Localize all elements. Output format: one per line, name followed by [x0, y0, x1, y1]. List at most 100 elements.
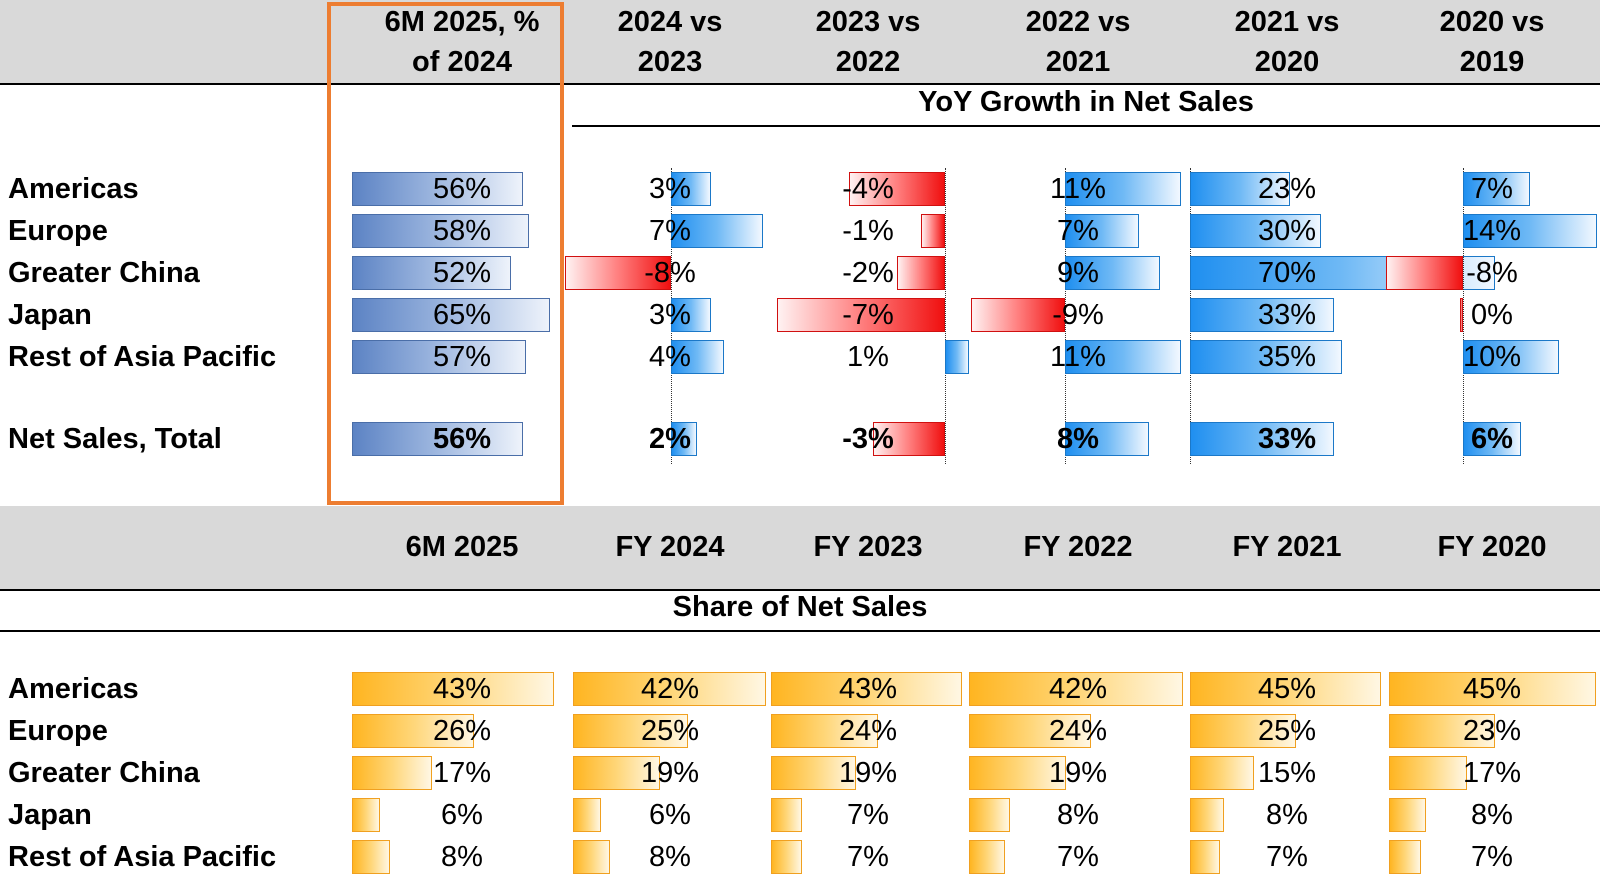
- share-bar-6m-2025-americas: [352, 672, 555, 706]
- share-label-fy-2023-americas: 43%: [838, 673, 898, 705]
- share-label-fy-2022-americas: 42%: [1048, 673, 1108, 705]
- label-2021-vs-2020-rest-of-asia-pacific: 35%: [1257, 341, 1317, 373]
- label-2024-vs-2023-net-sales-total: 2%: [649, 423, 691, 455]
- row-label-net-sales-total: Net Sales, Total: [8, 423, 222, 455]
- label-2020-vs-2019-greater-china: -8%: [1466, 257, 1518, 289]
- share-bar-fy-2021-americas: [1190, 672, 1382, 706]
- share-bar-fy-2024-americas: [573, 672, 767, 706]
- share-label-fy-2023-europe: 24%: [838, 715, 898, 747]
- label-2024-vs-2023-japan: 3%: [649, 299, 691, 331]
- label-2023-vs-2022-japan: -7%: [842, 299, 894, 331]
- bar-2023-vs-2022-europe: [921, 214, 945, 248]
- bottom-header-rule: [0, 589, 1600, 591]
- label-2023-vs-2022-net-sales-total: -3%: [842, 423, 894, 455]
- label-2021-vs-2020-japan: 33%: [1257, 299, 1317, 331]
- header-2022-vs-2021: 2022 vs 2021: [1025, 6, 1131, 78]
- bar-2020-vs-2019-greater-china: [1386, 256, 1463, 290]
- share-bar-fy-2020-europe: [1389, 714, 1495, 748]
- share-section-title: Share of Net Sales: [672, 591, 928, 623]
- share-label-fy-2024-rest-of-asia-pacific: 8%: [649, 841, 691, 873]
- bar-2021-vs-2020-net-sales-total: [1190, 422, 1334, 456]
- share-bar-6m-2025-greater-china: [352, 756, 432, 790]
- bar-2024-vs-2023-greater-china: [565, 256, 671, 290]
- axis-2023-vs-2022: [945, 168, 946, 464]
- label-2020-vs-2019-net-sales-total: 6%: [1471, 423, 1513, 455]
- share-bar-6m-2025-europe: [352, 714, 475, 748]
- bar-2024-vs-2023-europe: [671, 214, 764, 248]
- share-label-fy-2021-greater-china: 15%: [1257, 757, 1317, 789]
- bar-2021-vs-2020-japan: [1190, 298, 1334, 332]
- label-2023-vs-2022-rest-of-asia-pacific: 1%: [847, 341, 889, 373]
- share-label-fy-2023-greater-china: 19%: [838, 757, 898, 789]
- share-label-fy-2022-europe: 24%: [1048, 715, 1108, 747]
- share-label-fy-2022-japan: 8%: [1057, 799, 1099, 831]
- header-6m-2025: 6M 2025: [405, 531, 519, 563]
- label-2024-vs-2023-europe: 7%: [649, 215, 691, 247]
- share-row-label-japan: Japan: [8, 799, 92, 831]
- bar-6m-2025-of-2024-net-sales-total: [352, 422, 523, 456]
- share-bar-6m-2025-rest-of-asia-pacific: [352, 840, 390, 874]
- bar-2023-vs-2022-americas: [849, 172, 945, 206]
- share-label-6m-2025-greater-china: 17%: [432, 757, 492, 789]
- share-bar-fy-2021-rest-of-asia-pacific: [1190, 840, 1220, 874]
- share-label-6m-2025-japan: 6%: [441, 799, 483, 831]
- header-2024-vs-2023: 2024 vs 2023: [617, 6, 723, 78]
- bar-2022-vs-2021-americas: [1065, 172, 1181, 206]
- bar-2020-vs-2019-net-sales-total: [1463, 422, 1521, 456]
- share-label-fy-2020-americas: 45%: [1462, 673, 1522, 705]
- share-bar-fy-2021-europe: [1190, 714, 1297, 748]
- row-label-japan: Japan: [8, 299, 92, 331]
- growth-chart: [0, 0, 1600, 500]
- label-6m-2025-of-2024-europe: 58%: [432, 215, 492, 247]
- bar-2022-vs-2021-japan: [970, 298, 1065, 332]
- share-row-label-americas: Americas: [8, 673, 139, 705]
- share-bar-fy-2020-americas: [1389, 672, 1596, 706]
- label-2024-vs-2023-greater-china: -8%: [644, 257, 696, 289]
- bar-6m-2025-of-2024-rest-of-asia-pacific: [352, 340, 526, 374]
- share-label-6m-2025-americas: 43%: [432, 673, 492, 705]
- bar-6m-2025-of-2024-greater-china: [352, 256, 511, 290]
- share-title-rule: [0, 630, 1600, 632]
- bar-2022-vs-2021-rest-of-asia-pacific: [1065, 340, 1181, 374]
- label-2023-vs-2022-americas: -4%: [842, 173, 894, 205]
- bar-2022-vs-2021-greater-china: [1065, 256, 1160, 290]
- share-bar-fy-2020-greater-china: [1389, 756, 1468, 790]
- growth-title-rule: [572, 125, 1600, 127]
- bar-2020-vs-2019-americas: [1463, 172, 1531, 206]
- share-label-fy-2023-rest-of-asia-pacific: 7%: [847, 841, 889, 873]
- share-label-fy-2023-japan: 7%: [847, 799, 889, 831]
- header-2023-vs-2022: 2023 vs 2022: [815, 6, 921, 78]
- share-label-fy-2021-japan: 8%: [1266, 799, 1308, 831]
- label-6m-2025-of-2024-rest-of-asia-pacific: 57%: [432, 341, 492, 373]
- highlight-frame-6m-2025: [327, 2, 564, 505]
- share-bar-fy-2023-rest-of-asia-pacific: [771, 840, 803, 874]
- share-label-fy-2020-japan: 8%: [1471, 799, 1513, 831]
- header-2021-vs-2020: 2021 vs 2020: [1234, 6, 1340, 78]
- label-2021-vs-2020-net-sales-total: 33%: [1257, 423, 1317, 455]
- label-2022-vs-2021-net-sales-total: 8%: [1057, 423, 1099, 455]
- bar-6m-2025-of-2024-europe: [352, 214, 529, 248]
- share-label-fy-2024-americas: 42%: [640, 673, 700, 705]
- growth-section-title: YoY Growth in Net Sales: [918, 86, 1254, 118]
- share-bar-fy-2024-rest-of-asia-pacific: [573, 840, 610, 874]
- header-fy-2024: FY 2024: [615, 531, 725, 563]
- label-6m-2025-of-2024-americas: 56%: [432, 173, 492, 205]
- share-label-fy-2024-greater-china: 19%: [640, 757, 700, 789]
- share-bar-fy-2023-japan: [771, 798, 803, 832]
- share-bar-fy-2022-japan: [969, 798, 1010, 832]
- bar-2021-vs-2020-europe: [1190, 214, 1321, 248]
- header-fy-2022: FY 2022: [1023, 531, 1133, 563]
- row-label-americas: Americas: [8, 173, 139, 205]
- label-6m-2025-of-2024-net-sales-total: 56%: [432, 423, 492, 455]
- share-bar-fy-2023-americas: [771, 672, 963, 706]
- share-bar-fy-2022-rest-of-asia-pacific: [969, 840, 1005, 874]
- header-6m-2025-of-2024: 6M 2025, % of 2024: [384, 6, 540, 78]
- share-label-fy-2020-greater-china: 17%: [1462, 757, 1522, 789]
- label-2022-vs-2021-americas: 11%: [1050, 173, 1106, 205]
- header-fy-2020: FY 2020: [1437, 531, 1547, 563]
- share-label-fy-2021-americas: 45%: [1257, 673, 1317, 705]
- label-2022-vs-2021-europe: 7%: [1057, 215, 1099, 247]
- share-label-fy-2022-rest-of-asia-pacific: 7%: [1057, 841, 1099, 873]
- share-label-fy-2024-europe: 25%: [640, 715, 700, 747]
- top-header-band: [0, 0, 1600, 83]
